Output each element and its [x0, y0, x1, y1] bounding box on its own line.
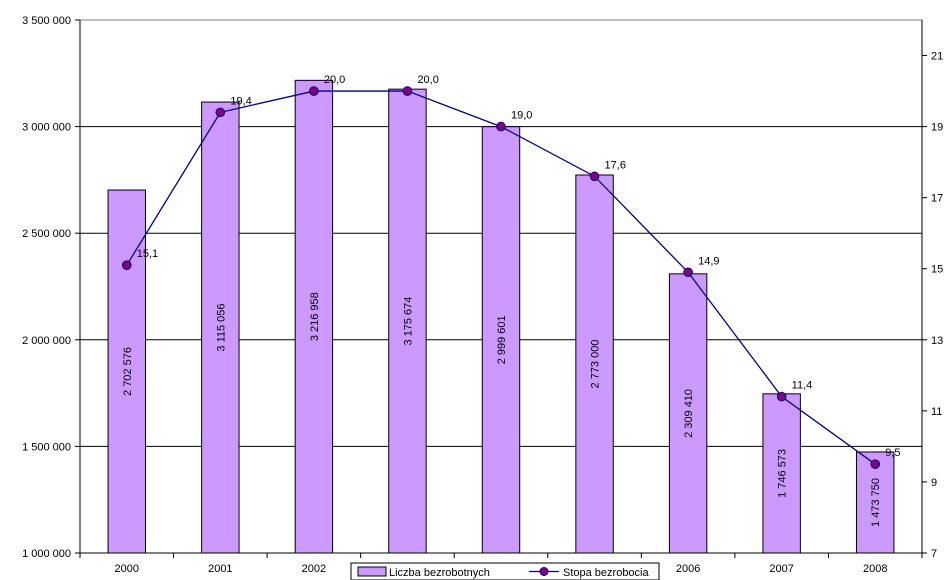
bar	[575, 174, 614, 554]
right-axis-tick-label: 21	[931, 51, 943, 63]
x-axis-tick-label: 2000	[115, 563, 139, 575]
left-axis-tick-label: 2 500 000	[22, 228, 71, 240]
legend-bar-label: Liczba bezrobotnych	[389, 567, 490, 579]
line-point	[121, 260, 132, 270]
legend-box	[350, 562, 660, 580]
right-axis-tick-label: 17	[931, 193, 943, 205]
line-point	[683, 267, 693, 278]
bar	[294, 79, 334, 554]
legend-line-label: Stopa bezrobocia	[563, 567, 649, 579]
left-axis-tick-label: 1 500 000	[22, 441, 71, 453]
bar-data-label: 1 746 573	[777, 449, 789, 498]
bar-data-label: 3 175 674	[402, 297, 414, 346]
bar	[107, 189, 146, 554]
bar	[481, 126, 521, 554]
bar	[201, 101, 240, 554]
line-data-label: 19,0	[511, 110, 532, 122]
bar	[388, 88, 427, 554]
bar-data-label: 1 473 750	[870, 478, 882, 527]
legend-bar-swatch	[357, 566, 387, 577]
line-point	[402, 86, 413, 96]
line-data-label: 17,6	[605, 159, 626, 171]
bar-data-label: 3 115 056	[215, 303, 227, 351]
bar-data-label: 2 309 410	[683, 389, 695, 438]
x-axis-tick-label: 2001	[208, 563, 232, 575]
line-point	[496, 121, 506, 132]
legend-line-marker	[539, 567, 549, 576]
left-axis-tick-label: 2 000 000	[22, 335, 71, 347]
line-point	[776, 391, 787, 402]
right-axis-tick-label: 11	[931, 406, 942, 418]
right-axis-tick-label: 9	[931, 477, 937, 489]
line-point	[870, 459, 881, 469]
right-axis-tick-label: 7	[931, 548, 937, 560]
line-data-label: 11,4	[792, 380, 813, 392]
line-data-label: 14,9	[698, 255, 719, 267]
bar-data-label: 2 999 601	[496, 315, 508, 364]
bar-data-label: 2 702 576	[122, 347, 134, 396]
line-data-label: 20,0	[417, 74, 438, 86]
right-axis-tick-label: 19	[931, 122, 943, 134]
bar-data-label: 2 773 000	[590, 340, 602, 389]
right-axis-tick-label: 13	[931, 335, 943, 347]
line-point	[589, 171, 600, 182]
line-point	[215, 107, 226, 118]
line-data-label: 15,1	[137, 248, 158, 260]
line-data-label: 9,5	[885, 447, 900, 459]
left-axis-tick-label: 3 000 000	[22, 122, 71, 134]
line-point	[309, 86, 319, 96]
x-axis-tick-label: 2002	[302, 563, 326, 575]
line-data-label: 20,0	[324, 74, 345, 86]
right-axis-tick-label: 15	[931, 264, 943, 276]
x-axis-tick-label: 2006	[676, 563, 700, 575]
x-axis-tick-label: 2007	[769, 563, 793, 575]
bar-data-label: 3 216 958	[309, 292, 321, 341]
left-axis-tick-label: 1 000 000	[22, 548, 71, 560]
x-axis-tick-label: 2008	[863, 563, 887, 575]
left-axis-tick-label: 3 500 000	[22, 15, 71, 27]
line-data-label: 19,4	[230, 95, 251, 107]
